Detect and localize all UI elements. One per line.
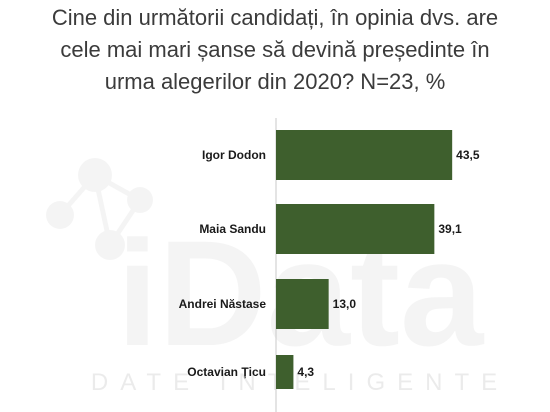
value-label: 43,5 (456, 148, 480, 162)
value-label: 13,0 (333, 297, 357, 311)
category-label: Octavian Țicu (187, 365, 266, 379)
bars-layer: Igor Dodon 43,5 Maia Sandu 39,1 Andrei Năsta… (179, 118, 480, 412)
category-label: Maia Sandu (199, 222, 266, 236)
bar (276, 204, 435, 254)
chart-title-line-1: Cine din următorii candidați, în opinia … (51, 5, 499, 30)
bar (276, 279, 329, 329)
chart-title: Cine din următorii candidați, în opinia … (0, 2, 550, 98)
chart-title-line-2: cele mai mari șanse să devină președinte… (60, 37, 490, 62)
value-label: 39,1 (438, 222, 462, 236)
bar (276, 355, 294, 389)
category-label: Igor Dodon (202, 148, 266, 162)
category-label: Andrei Năstase (179, 297, 267, 311)
bar (276, 130, 453, 180)
value-label: 4,3 (297, 365, 314, 379)
chart-title-line-3: urma alegerilor din 2020? N=23, % (104, 69, 446, 94)
